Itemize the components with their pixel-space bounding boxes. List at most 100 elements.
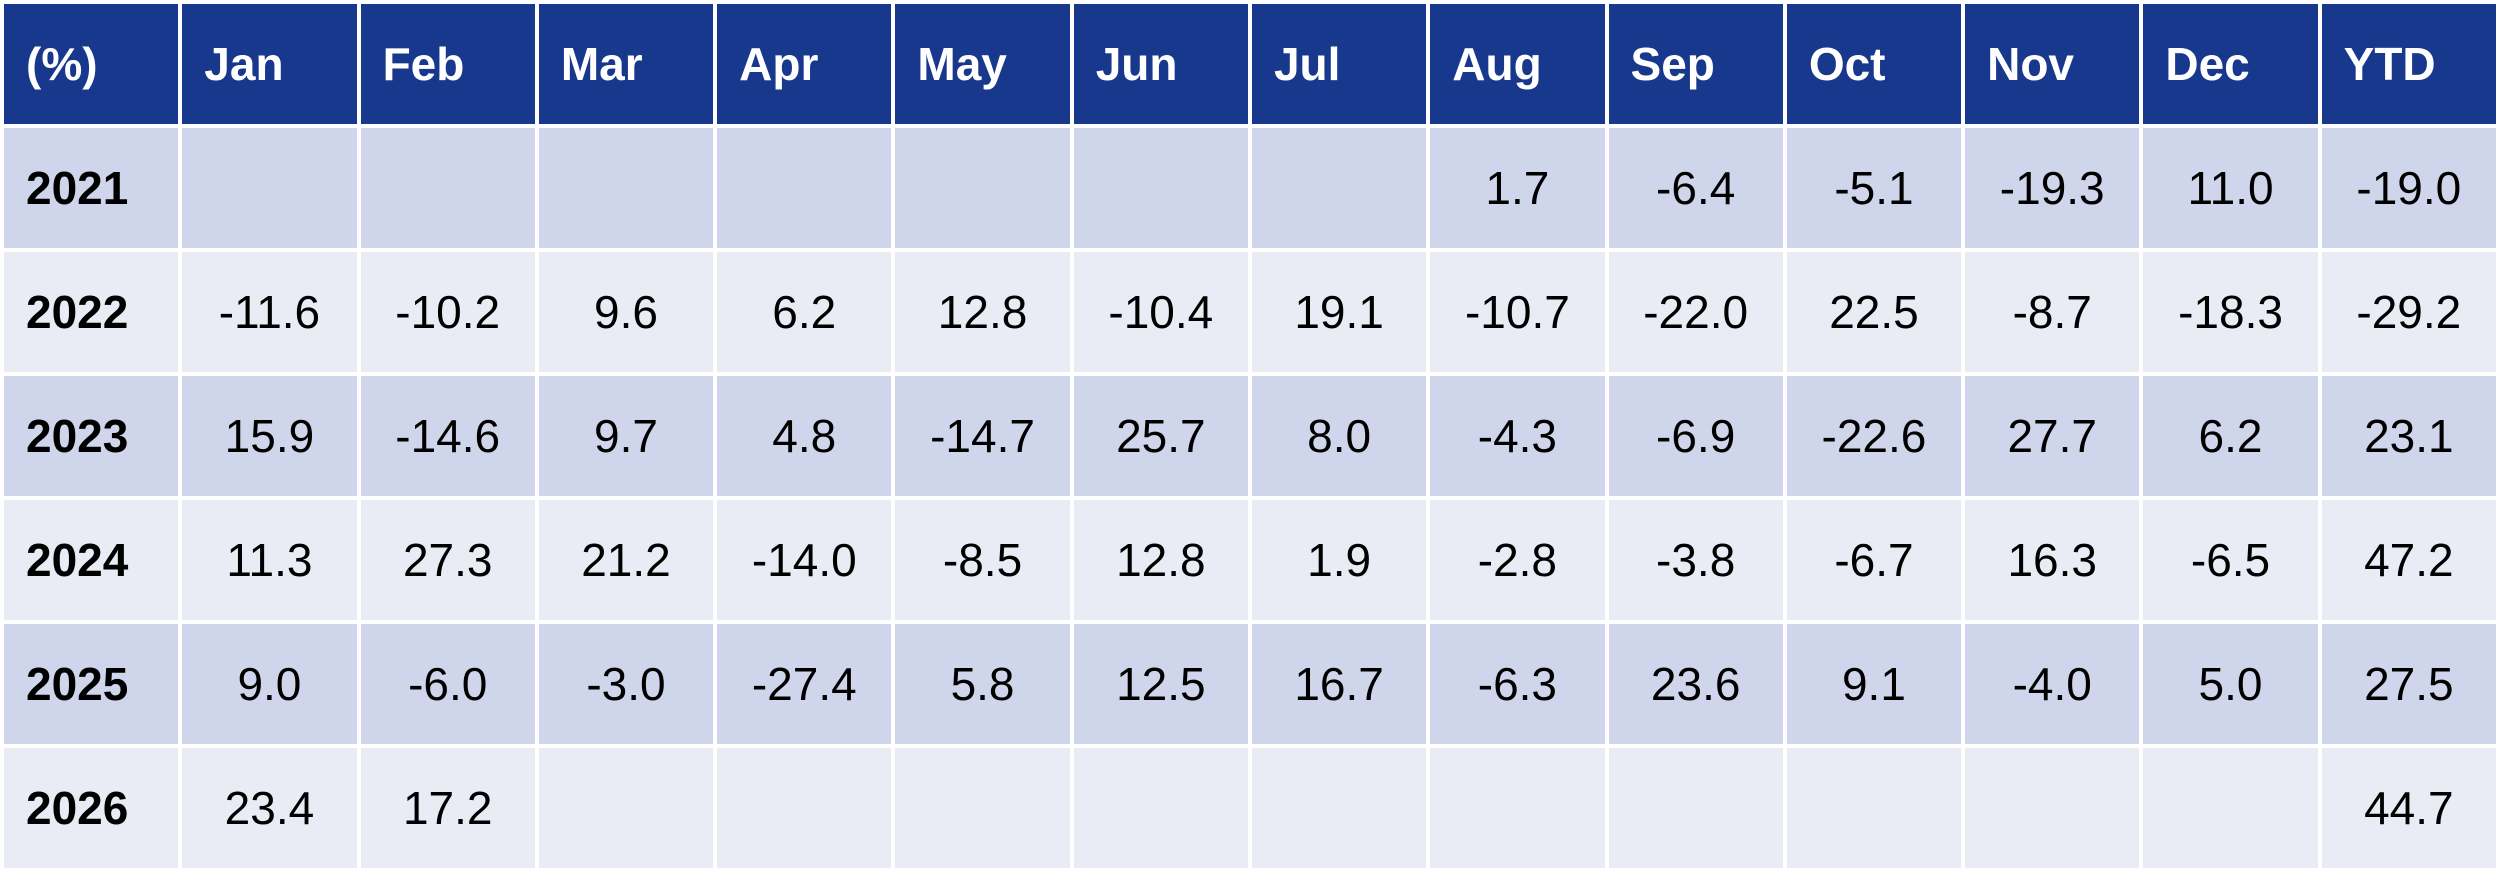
value-cell: 5.8	[891, 620, 1074, 748]
header-cell: Mar	[534, 0, 718, 128]
header-cell: (%)	[0, 0, 183, 128]
value-cell: -4.0	[1961, 620, 2144, 748]
table-row: 2021 1.7 -6.4 -5.1 -19.3 11.0 -19.0	[0, 124, 2500, 252]
value-cell: -14.6	[356, 372, 539, 500]
header-cell: Apr	[713, 0, 896, 128]
value-cell: -6.3	[1426, 620, 1609, 748]
header-cell: Jun	[1069, 0, 1252, 128]
value-cell: -3.8	[1604, 496, 1787, 624]
value-cell: 12.8	[891, 248, 1074, 376]
value-cell: 15.9	[178, 372, 361, 500]
value-cell: 11.3	[178, 496, 361, 624]
value-cell: -2.8	[1426, 496, 1609, 624]
value-cell: 23.6	[1604, 620, 1787, 748]
value-cell: 8.0	[1247, 372, 1431, 500]
value-cell: -10.4	[1069, 248, 1252, 376]
value-cell: 4.8	[713, 372, 896, 500]
value-cell: -27.4	[713, 620, 896, 748]
value-cell: 9.0	[178, 620, 361, 748]
value-cell: 9.6	[534, 248, 718, 376]
table-row: 2025 9.0 -6.0 -3.0 -27.4 5.8 12.5 16.7 -6.3 23.6 9…	[0, 620, 2500, 748]
value-cell	[1069, 744, 1252, 872]
table-row: 2022 -11.6 -10.2 9.6 6.2 12.8 -10.4 19.1 -10.7 -2…	[0, 248, 2500, 376]
value-cell	[1604, 744, 1787, 872]
value-cell	[178, 124, 361, 252]
value-cell	[1782, 744, 1966, 872]
value-cell: 1.7	[1426, 124, 1609, 252]
value-cell: 6.2	[2139, 372, 2322, 500]
value-cell: -22.0	[1604, 248, 1787, 376]
value-cell: -3.0	[534, 620, 718, 748]
value-cell: 44.7	[2317, 744, 2500, 872]
value-cell: 17.2	[356, 744, 539, 872]
header-cell: Jan	[178, 0, 361, 128]
value-cell: -22.6	[1782, 372, 1966, 500]
value-cell	[356, 124, 539, 252]
header-cell: Jul	[1247, 0, 1431, 128]
header-cell: YTD	[2317, 0, 2500, 128]
value-cell	[2139, 744, 2322, 872]
table-row: 2023 15.9 -14.6 9.7 4.8 -14.7 25.7 8.0 -4.3 -6.9-…	[0, 372, 2500, 500]
value-cell: 47.2	[2317, 496, 2500, 624]
value-cell	[713, 744, 896, 872]
header-row: (%) Jan Feb Mar Apr May Jun Jul Aug Sep Oct Nov Dec Y…	[0, 0, 2500, 128]
value-cell: 22.5	[1782, 248, 1966, 376]
value-cell: -8.5	[891, 496, 1074, 624]
value-cell: -6.5	[2139, 496, 2322, 624]
table-row: 2024 11.3 27.3 21.2 -14.0 -8.5 12.8 1.9 -2.8 -3.8…	[0, 496, 2500, 624]
year-cell: 2022	[0, 248, 183, 376]
value-cell: -14.7	[891, 372, 1074, 500]
header-cell: May	[891, 0, 1074, 128]
value-cell: -8.7	[1961, 248, 2144, 376]
year-cell: 2021	[0, 124, 183, 252]
value-cell: -10.7	[1426, 248, 1609, 376]
value-cell: -11.6	[178, 248, 361, 376]
value-cell: -19.3	[1961, 124, 2144, 252]
header-cell: Feb	[356, 0, 539, 128]
header-cell: Aug	[1426, 0, 1609, 128]
year-cell: 2025	[0, 620, 183, 748]
value-cell: 27.5	[2317, 620, 2500, 748]
value-cell: -6.7	[1782, 496, 1966, 624]
value-cell	[713, 124, 896, 252]
value-cell: 16.7	[1247, 620, 1431, 748]
value-cell: 12.8	[1069, 496, 1252, 624]
value-cell	[1961, 744, 2144, 872]
value-cell	[1247, 124, 1431, 252]
value-cell: -4.3	[1426, 372, 1609, 500]
value-cell	[534, 124, 718, 252]
value-cell: 27.7	[1961, 372, 2144, 500]
header-cell: Nov	[1961, 0, 2144, 128]
value-cell: 25.7	[1069, 372, 1252, 500]
value-cell: 6.2	[713, 248, 896, 376]
value-cell: 16.3	[1961, 496, 2144, 624]
value-cell: -19.0	[2317, 124, 2500, 252]
value-cell	[891, 124, 1074, 252]
value-cell: 23.1	[2317, 372, 2500, 500]
value-cell	[1426, 744, 1609, 872]
header-cell: Dec	[2139, 0, 2322, 128]
value-cell: 27.3	[356, 496, 539, 624]
value-cell	[1069, 124, 1252, 252]
value-cell: 9.1	[1782, 620, 1966, 748]
value-cell: -29.2	[2317, 248, 2500, 376]
value-cell: -6.9	[1604, 372, 1787, 500]
value-cell: -6.4	[1604, 124, 1787, 252]
value-cell: -5.1	[1782, 124, 1966, 252]
value-cell: 1.9	[1247, 496, 1431, 624]
table-body: 2021 1.7 -6.4 -5.1 -19.3 11.0 -19.0 2022 -11.6 -1…	[0, 124, 2500, 872]
value-cell: 19.1	[1247, 248, 1431, 376]
value-cell: -14.0	[713, 496, 896, 624]
value-cell: 5.0	[2139, 620, 2322, 748]
value-cell: 23.4	[178, 744, 361, 872]
value-cell: -18.3	[2139, 248, 2322, 376]
year-cell: 2023	[0, 372, 183, 500]
value-cell: -10.2	[356, 248, 539, 376]
year-cell: 2026	[0, 744, 183, 872]
header-cell: Sep	[1604, 0, 1787, 128]
header-cell: Oct	[1782, 0, 1966, 128]
value-cell: 21.2	[534, 496, 718, 624]
value-cell: -6.0	[356, 620, 539, 748]
